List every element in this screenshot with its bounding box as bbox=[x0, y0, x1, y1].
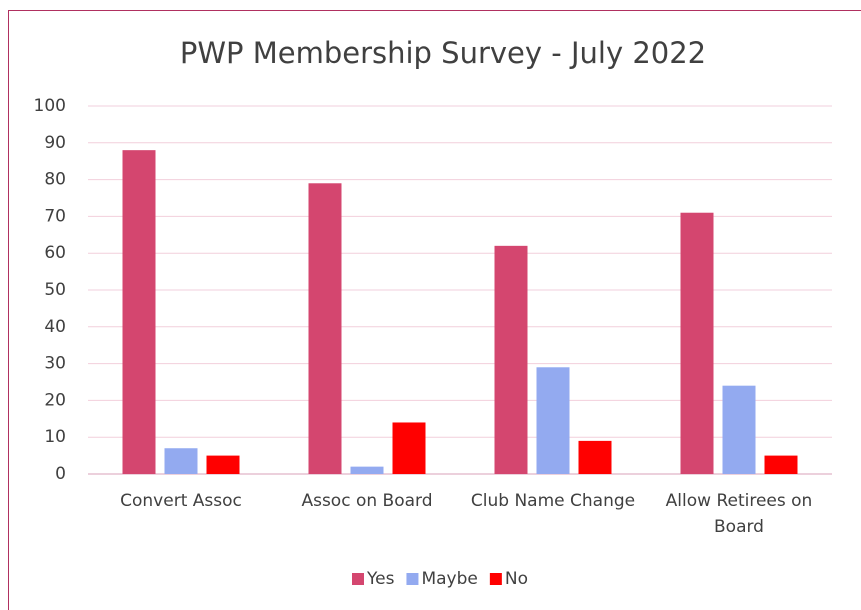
y-tick-label: 80 bbox=[44, 170, 66, 190]
bar bbox=[578, 440, 612, 474]
y-tick-label: 30 bbox=[44, 354, 66, 374]
y-tick-label: 0 bbox=[55, 464, 66, 484]
y-tick-label: 90 bbox=[44, 133, 66, 153]
bar bbox=[722, 385, 756, 474]
legend-swatch bbox=[406, 573, 419, 585]
y-tick-label: 20 bbox=[44, 390, 66, 410]
x-tick-label: Club Name Change bbox=[470, 491, 636, 511]
legend-label: Maybe bbox=[421, 569, 477, 589]
chart-title: PWP Membership Survey - July 2022 bbox=[180, 36, 706, 70]
y-tick-label: 100 bbox=[34, 96, 66, 116]
legend-swatch bbox=[489, 573, 502, 585]
y-tick-label: 40 bbox=[44, 317, 66, 337]
bar bbox=[122, 150, 156, 474]
bar bbox=[308, 183, 342, 474]
x-tick-label: Convert Assoc bbox=[120, 491, 242, 511]
bar bbox=[764, 455, 798, 474]
bar bbox=[680, 212, 714, 474]
y-tick-label: 70 bbox=[44, 206, 66, 226]
bar bbox=[536, 367, 570, 474]
legend-swatch bbox=[352, 573, 364, 585]
x-tick-label: Assoc on Board bbox=[301, 491, 433, 511]
y-tick-label: 50 bbox=[44, 280, 66, 300]
bar bbox=[392, 422, 426, 474]
bar bbox=[164, 448, 198, 474]
bar bbox=[350, 466, 384, 474]
x-tick-label: Allow Retirees on Board bbox=[665, 491, 813, 537]
legend-label: Yes bbox=[366, 569, 395, 589]
bar bbox=[206, 455, 240, 474]
bar bbox=[494, 245, 528, 474]
y-tick-label: 10 bbox=[44, 427, 66, 447]
y-tick-label: 60 bbox=[44, 243, 66, 263]
legend-label: No bbox=[505, 569, 528, 589]
